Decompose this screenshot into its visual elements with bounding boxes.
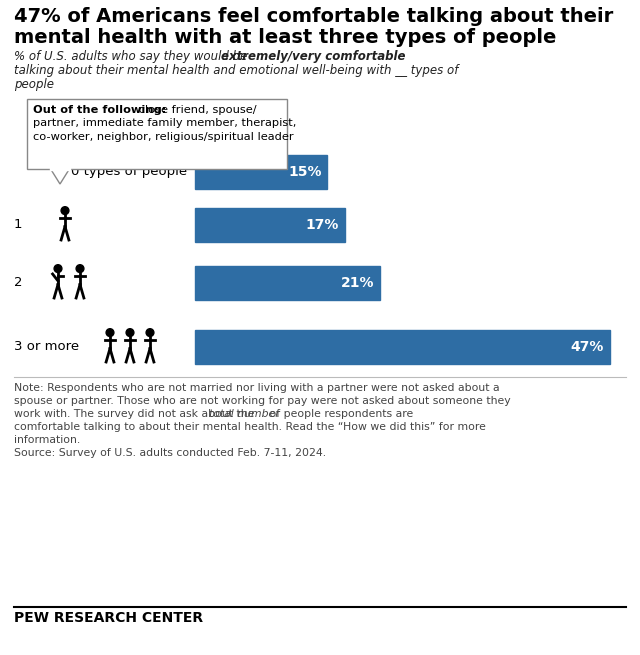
Text: 0 types of people: 0 types of people	[71, 166, 187, 179]
Text: partner, immediate family member, therapist,: partner, immediate family member, therap…	[33, 119, 296, 128]
Text: of people respondents are: of people respondents are	[266, 409, 413, 419]
Bar	[50, 166, 70, 170]
Text: close friend, spouse/: close friend, spouse/	[135, 105, 257, 115]
Text: comfortable talking to about their mental health. Read the “How we did this” for: comfortable talking to about their menta…	[14, 422, 486, 432]
Bar	[195, 155, 328, 189]
Text: Source: Survey of U.S. adults conducted Feb. 7-11, 2024.: Source: Survey of U.S. adults conducted …	[14, 448, 326, 458]
Text: PEW RESEARCH CENTER: PEW RESEARCH CENTER	[14, 611, 203, 625]
Text: 15%: 15%	[288, 165, 321, 179]
Text: Out of the following:: Out of the following:	[33, 105, 166, 115]
Text: spouse or partner. Those who are not working for pay were not asked about someon: spouse or partner. Those who are not wor…	[14, 396, 511, 406]
FancyBboxPatch shape	[27, 99, 287, 169]
Circle shape	[54, 265, 62, 272]
Text: 2: 2	[14, 276, 22, 290]
Bar	[195, 208, 345, 242]
Text: co-worker, neighbor, religious/spiritual leader: co-worker, neighbor, religious/spiritual…	[33, 132, 294, 142]
Text: 3 or more: 3 or more	[14, 341, 79, 354]
Circle shape	[61, 207, 69, 214]
Circle shape	[76, 265, 84, 272]
Text: 1: 1	[14, 219, 22, 231]
Circle shape	[106, 329, 114, 337]
Text: Note: Respondents who are not married nor living with a partner were not asked a: Note: Respondents who are not married no…	[14, 383, 500, 393]
Circle shape	[126, 329, 134, 337]
Text: work with. The survey did not ask about the: work with. The survey did not ask about …	[14, 409, 258, 419]
Polygon shape	[50, 168, 70, 184]
Text: 47%: 47%	[571, 340, 604, 354]
Bar	[195, 266, 380, 300]
Text: 47% of Americans feel comfortable talking about their: 47% of Americans feel comfortable talkin…	[14, 7, 613, 26]
Circle shape	[146, 329, 154, 337]
Text: mental health with at least three types of people: mental health with at least three types …	[14, 28, 556, 47]
Text: people: people	[14, 78, 54, 91]
Bar	[195, 330, 610, 364]
Text: 17%: 17%	[306, 218, 339, 232]
Text: % of U.S. adults who say they would be: % of U.S. adults who say they would be	[14, 50, 251, 63]
Text: information.: information.	[14, 435, 80, 445]
Text: talking about their mental health and emotional well-being with __ types of: talking about their mental health and em…	[14, 64, 458, 77]
Text: 21%: 21%	[341, 276, 374, 290]
Text: extremely/very comfortable: extremely/very comfortable	[221, 50, 406, 63]
Text: total number: total number	[209, 409, 280, 419]
